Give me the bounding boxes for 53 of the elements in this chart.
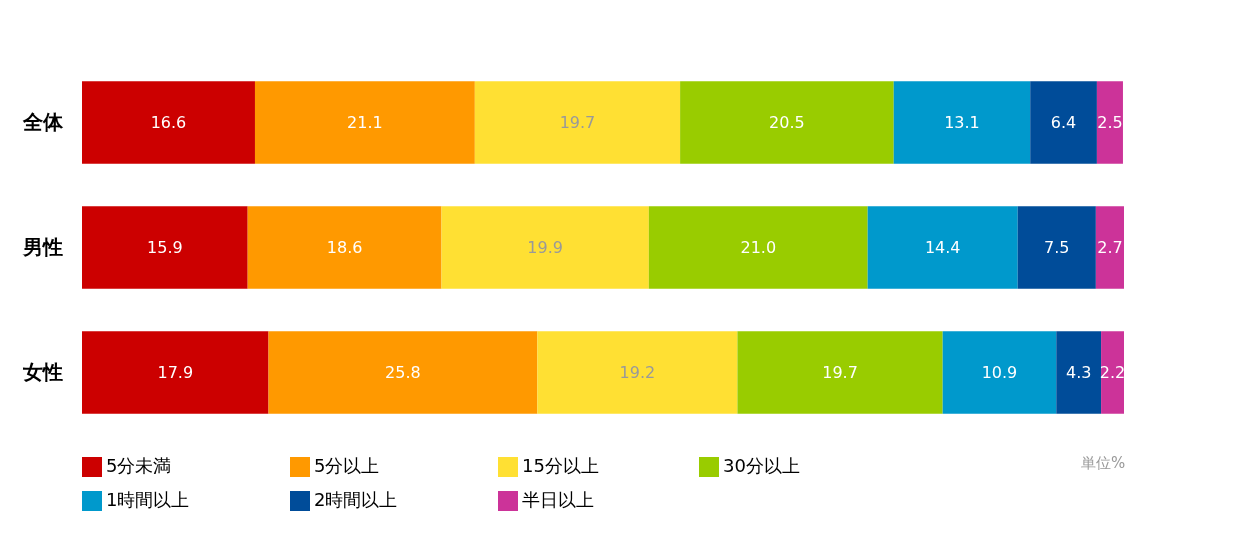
bar [648,206,868,289]
data-label: 21.1 [347,112,383,132]
bar [1056,331,1102,414]
data-label: 7.5 [1044,237,1070,257]
data-label: 13.1 [944,112,980,132]
data-label: 2.7 [1097,237,1123,257]
data-label: 21.0 [740,237,777,257]
y-tick-label: 男性 [21,234,63,259]
data-label: 25.8 [385,362,421,382]
data-label: 2.2 [1099,362,1126,382]
data-label: 19.9 [527,237,563,257]
bar [441,206,649,289]
data-label: 16.6 [150,112,187,132]
text: 単位% [1080,454,1126,472]
bar [893,81,1031,164]
legend-label: 15分以上 [522,455,599,476]
data-label: 14.4 [924,237,961,257]
bar [82,331,269,414]
bar [942,331,1057,414]
legend-label: 半日以上 [522,489,594,510]
data-label: 17.9 [157,362,194,382]
legend-label: 30分以上 [723,455,800,476]
bar [82,81,255,164]
legend-label: 5分以上 [314,455,380,476]
bar [737,331,943,414]
bar [1017,206,1096,289]
legend-label: 2時間以上 [314,489,398,510]
legend-label: 1時間以上 [106,489,190,510]
bar [474,81,681,164]
data-label: 4.3 [1065,362,1092,382]
data-label: 19.2 [619,362,656,382]
bar [1095,206,1124,289]
y-tick-label: 全体 [21,109,64,134]
data-label: 2.5 [1097,112,1123,132]
y-tick-label: 女性 [21,359,63,384]
bar [867,206,1018,289]
data-label: 6.4 [1050,112,1077,132]
bar [680,81,894,164]
data-label: 18.6 [326,237,363,257]
bar [537,331,738,414]
bar [1030,81,1097,164]
bar [82,206,248,289]
bar [254,81,475,164]
bar [1096,81,1123,164]
bar [247,206,442,289]
data-label: 20.5 [769,112,805,132]
bar [1101,331,1124,414]
data-label: 19.7 [822,362,858,382]
data-label: 10.9 [981,362,1018,382]
bar [268,331,538,414]
data-label: 15.9 [147,237,183,257]
data-label: 19.7 [559,112,596,132]
legend-label: 5分未満 [106,455,172,476]
